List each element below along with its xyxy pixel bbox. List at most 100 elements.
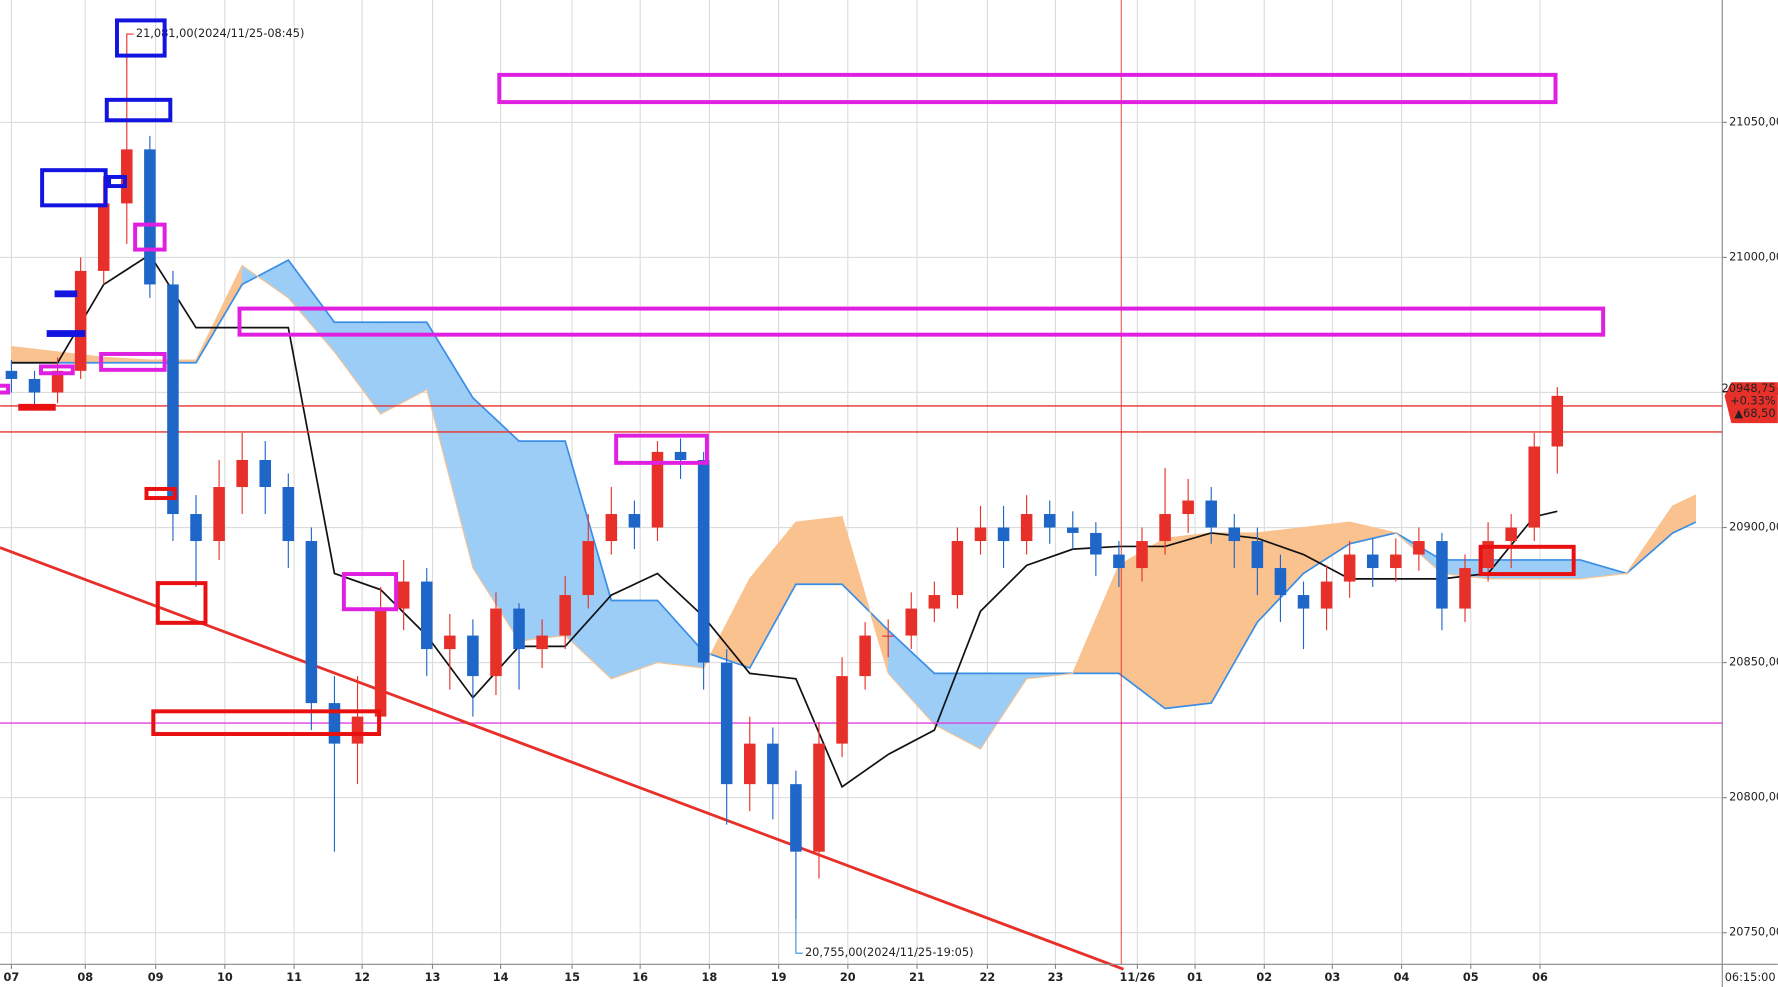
x-tick-label: 03: [1324, 970, 1340, 984]
candle-body: [1274, 568, 1287, 596]
candle-body: [1436, 541, 1448, 609]
candle-body: [720, 662, 733, 785]
box: [144, 486, 177, 501]
candle-body: [1551, 395, 1564, 447]
candle-body: [536, 635, 548, 650]
box: [114, 18, 167, 58]
box: [104, 97, 173, 123]
candle-body: [743, 743, 756, 785]
price-tag-text: 20948,75: [1722, 381, 1776, 395]
candle-body: [1297, 595, 1310, 609]
x-tick-label: 14: [493, 970, 509, 984]
cloud-segment: [518, 440, 566, 642]
candle-body: [1413, 541, 1425, 555]
y-tick-label: 20900,00: [1729, 520, 1778, 534]
y-tick-label: 21000,00: [1729, 249, 1778, 263]
x-tick-label: 06: [1532, 970, 1548, 984]
candle-body: [1159, 514, 1171, 542]
candle-body: [836, 676, 848, 744]
candle-body: [674, 451, 687, 461]
price-tag: [1724, 382, 1778, 424]
x-tick-label: 22: [980, 970, 996, 984]
y-tick-label: 20800,00: [1729, 790, 1778, 804]
high-label: 21,081,00(2024/11/25-08:45): [136, 26, 305, 40]
candle-body: [328, 703, 341, 744]
cloud-segment: [1164, 532, 1212, 709]
box: [99, 351, 167, 372]
cloud-segment: [241, 259, 289, 299]
box: [151, 709, 382, 736]
candle-body: [1228, 527, 1241, 542]
x-tick-label: 08: [77, 970, 93, 984]
high-pointer: [126, 33, 134, 39]
candle-body: [1482, 541, 1494, 569]
y-tick-label: 20850,00: [1729, 655, 1778, 669]
candle-body: [513, 608, 525, 650]
box: [46, 330, 86, 337]
candle-body: [974, 527, 987, 542]
box: [341, 572, 399, 612]
candle-body: [813, 743, 825, 852]
x-tick-label: 07: [4, 970, 20, 984]
box: [614, 433, 709, 465]
candle-body: [467, 635, 479, 677]
low-label: 20,755,00(2024/11/25-19:05): [805, 945, 974, 959]
candle-body: [697, 460, 710, 663]
trendline: [0, 546, 1125, 971]
candle-body: [905, 608, 918, 636]
box: [155, 581, 208, 625]
x-tick-label: 11/26: [1120, 970, 1156, 984]
x-tick-label: 05: [1463, 970, 1479, 984]
candle-body: [5, 370, 18, 379]
x-tick-label: 21: [909, 970, 925, 984]
span-a-line: [11, 259, 1697, 710]
candle-body: [144, 149, 156, 285]
drawn-boxes: [0, 18, 1606, 736]
box: [107, 174, 127, 189]
base-line: [11, 253, 1558, 789]
x-tick-label: 23: [1048, 970, 1064, 984]
candle-body: [628, 514, 641, 528]
box: [54, 290, 78, 298]
box: [18, 403, 56, 411]
x-tick-label: 19: [771, 970, 787, 984]
x-tick-label: 16: [632, 970, 648, 984]
box: [38, 364, 75, 376]
candle-body: [51, 370, 64, 393]
candle-body: [1366, 554, 1379, 569]
candle-body: [859, 635, 871, 677]
candle-body: [559, 595, 571, 636]
candle-body: [1390, 554, 1402, 569]
cloud-segment: [795, 516, 843, 585]
indicator-lines: [0, 0, 1723, 971]
candle-body: [213, 487, 225, 542]
candle-body: [790, 784, 802, 852]
price-tag-text: +0.33%: [1730, 394, 1776, 408]
box: [133, 222, 167, 252]
candle-body: [236, 460, 248, 488]
candle-body: [928, 595, 941, 609]
x-tick-label: 01: [1187, 970, 1203, 984]
cloud: [11, 259, 1697, 750]
low-pointer: [795, 919, 803, 954]
candle-body: [1343, 554, 1356, 582]
candle-body: [1020, 514, 1033, 542]
candle-body: [282, 487, 295, 542]
candle-body: [490, 608, 502, 677]
candle-body: [1182, 500, 1194, 515]
candle-body: [1505, 527, 1517, 542]
candle-body: [582, 541, 595, 596]
candle-body: [1205, 500, 1217, 528]
x-tick-label: 02: [1256, 970, 1272, 984]
candle-body: [1043, 514, 1056, 528]
price-tag-text: ▲68,50: [1734, 406, 1775, 420]
candle-body: [1067, 527, 1079, 533]
cloud-segment: [611, 600, 658, 680]
candle-body: [1320, 581, 1333, 609]
candle-body: [351, 716, 364, 744]
candle-body: [951, 541, 964, 596]
candle-body: [420, 581, 433, 650]
box: [1478, 544, 1576, 577]
cursor-time: 06:15:00: [1725, 970, 1776, 984]
